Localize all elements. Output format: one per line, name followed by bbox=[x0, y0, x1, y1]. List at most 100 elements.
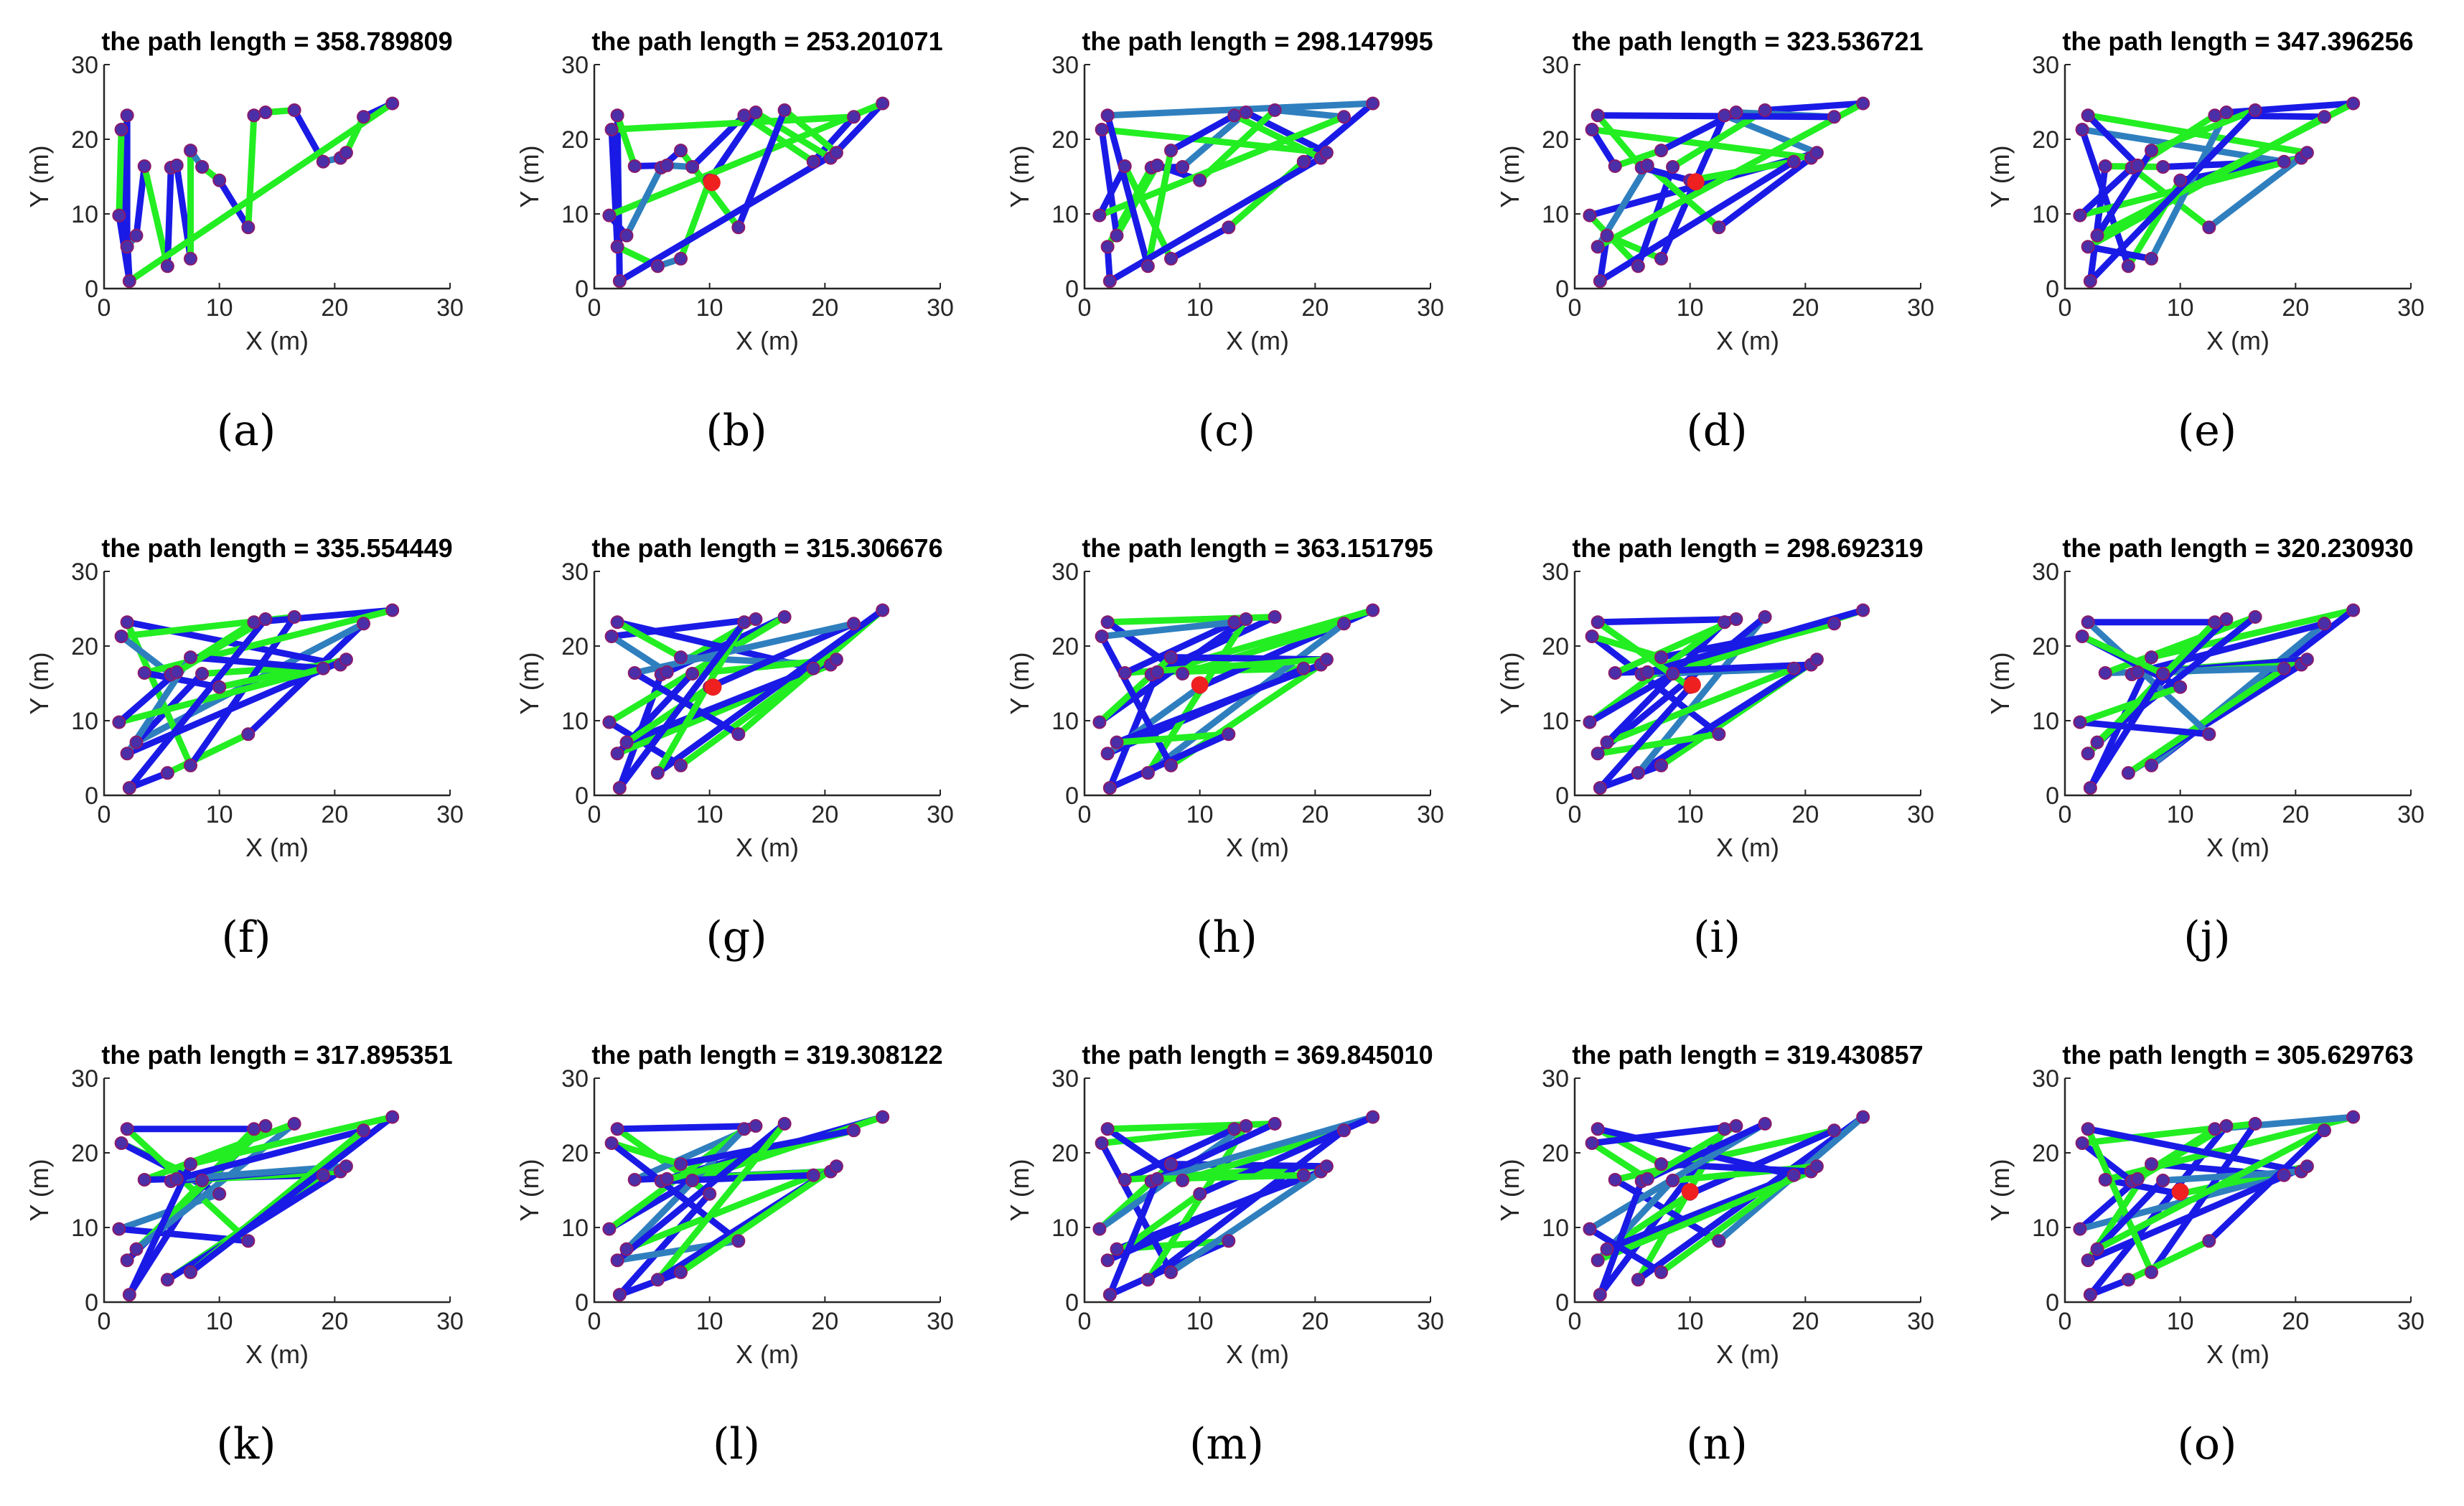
route-segment bbox=[1669, 106, 1769, 170]
y-tick-label: 20 bbox=[71, 126, 98, 154]
route-segment bbox=[1594, 731, 1723, 757]
subplot-e: the path length = 347.396256 0 10 20 30 0 10 20… bbox=[1961, 0, 2453, 492]
waypoint-marker bbox=[241, 1234, 256, 1248]
waypoint-marker bbox=[1640, 665, 1654, 679]
waypoint-marker bbox=[627, 1172, 642, 1187]
x-tick-label: 10 bbox=[1186, 294, 1214, 322]
y-tick-label: 20 bbox=[71, 1140, 98, 1167]
x-axis-label: X (m) bbox=[1226, 326, 1289, 355]
waypoint-marker bbox=[1118, 159, 1132, 173]
waypoint-marker bbox=[169, 1171, 184, 1186]
waypoint-marker bbox=[749, 106, 763, 120]
y-tick-label: 30 bbox=[561, 558, 589, 586]
waypoint-marker bbox=[247, 615, 261, 630]
subplot-svg: the path length = 369.845010 0 10 20 30 0 10 20… bbox=[1005, 1040, 1444, 1469]
waypoint-marker bbox=[2202, 220, 2216, 235]
start-point-marker bbox=[1191, 676, 1209, 694]
subplot-caption: (n) bbox=[1686, 1419, 1747, 1469]
waypoint-marker bbox=[1239, 1119, 1253, 1133]
waypoint-marker bbox=[2121, 259, 2135, 273]
route-segment bbox=[1761, 100, 1867, 113]
y-tick-label: 10 bbox=[1051, 708, 1079, 735]
start-point-marker bbox=[2171, 1183, 2189, 1201]
route-segment bbox=[1588, 126, 1814, 162]
y-tick-label: 30 bbox=[1051, 52, 1079, 79]
route-segment bbox=[781, 106, 840, 156]
waypoint-marker bbox=[2300, 146, 2314, 160]
y-tick-label: 10 bbox=[1542, 708, 1569, 735]
y-tick-label: 10 bbox=[561, 1215, 589, 1242]
route-segment bbox=[654, 1120, 788, 1283]
x-tick-label: 30 bbox=[927, 1308, 954, 1335]
route-segment bbox=[1611, 1127, 1837, 1183]
waypoint-marker bbox=[2081, 240, 2095, 254]
x-tick-label: 10 bbox=[1677, 294, 1704, 322]
waypoint-marker bbox=[602, 208, 617, 223]
route-segment bbox=[606, 100, 886, 219]
y-tick-label: 20 bbox=[561, 633, 589, 660]
plot-title: the path length = 323.536721 bbox=[1572, 27, 1923, 56]
waypoint-marker bbox=[610, 615, 624, 630]
waypoint-marker bbox=[2075, 629, 2089, 643]
waypoint-marker bbox=[2081, 108, 2095, 123]
waypoint-marker bbox=[2090, 228, 2104, 243]
waypoint-marker bbox=[195, 1173, 210, 1187]
y-tick-label: 0 bbox=[1555, 1289, 1569, 1316]
waypoint-marker bbox=[1640, 1171, 1654, 1186]
x-tick-label: 10 bbox=[1186, 1308, 1214, 1335]
y-tick-label: 20 bbox=[2032, 633, 2059, 660]
y-axis-label: Y (m) bbox=[1495, 145, 1524, 207]
y-tick-label: 30 bbox=[71, 1065, 98, 1093]
y-tick-label: 20 bbox=[1051, 126, 1079, 154]
waypoint-marker bbox=[184, 1265, 197, 1279]
waypoint-marker bbox=[1268, 1116, 1282, 1131]
route-segment bbox=[614, 1120, 788, 1264]
waypoint-marker bbox=[777, 1116, 792, 1131]
route-segment bbox=[1594, 1126, 1664, 1168]
y-tick-label: 20 bbox=[561, 126, 589, 154]
waypoint-marker bbox=[357, 110, 370, 124]
waypoint-marker bbox=[685, 159, 700, 174]
route-segment bbox=[2128, 1126, 2219, 1185]
waypoint-marker bbox=[650, 766, 665, 780]
waypoint-marker bbox=[1337, 110, 1351, 124]
route-segment bbox=[123, 1126, 252, 1245]
waypoint-marker bbox=[2173, 680, 2188, 694]
waypoint-marker bbox=[1164, 1265, 1178, 1279]
subplot-caption: (e) bbox=[2178, 406, 2236, 456]
x-tick-label: 20 bbox=[811, 801, 838, 828]
waypoint-marker bbox=[212, 173, 227, 187]
y-tick-label: 30 bbox=[71, 558, 98, 586]
waypoint-marker bbox=[160, 1273, 174, 1287]
subplot-m: the path length = 369.845010 0 10 20 30 0 10 20… bbox=[980, 1014, 1473, 1506]
x-tick-label: 0 bbox=[588, 1308, 601, 1335]
waypoint-marker bbox=[604, 1136, 619, 1150]
y-tick-label: 20 bbox=[1542, 126, 1569, 154]
waypoint-marker bbox=[122, 1288, 136, 1302]
waypoint-marker bbox=[2090, 1242, 2104, 1256]
route-segment bbox=[126, 616, 269, 792]
route-segment bbox=[1638, 1123, 1740, 1185]
waypoint-marker bbox=[120, 615, 134, 630]
waypoint-marker bbox=[1193, 1187, 1207, 1201]
waypoint-marker bbox=[1176, 666, 1190, 680]
route-segment bbox=[1104, 112, 1151, 270]
route-segment bbox=[608, 1139, 742, 1245]
waypoint-marker bbox=[2248, 103, 2262, 117]
plot-title: the path length = 320.230930 bbox=[2062, 533, 2413, 563]
route-segment bbox=[2094, 100, 2357, 239]
axes-lines bbox=[1083, 65, 1430, 290]
waypoint-marker bbox=[1140, 259, 1155, 273]
route-segment bbox=[2094, 1127, 2328, 1253]
waypoint-marker bbox=[1164, 650, 1178, 665]
waypoint-marker bbox=[627, 665, 642, 680]
waypoint-marker bbox=[316, 1168, 330, 1182]
x-tick-label: 0 bbox=[2058, 1308, 2072, 1335]
route-segment bbox=[1106, 1175, 1161, 1299]
route-group bbox=[116, 100, 396, 285]
waypoint-marker bbox=[2145, 650, 2158, 665]
waypoint-marker bbox=[2098, 1172, 2112, 1187]
waypoint-marker bbox=[1222, 220, 1236, 235]
y-tick-label: 0 bbox=[2046, 782, 2059, 810]
waypoint-marker bbox=[2098, 159, 2112, 173]
